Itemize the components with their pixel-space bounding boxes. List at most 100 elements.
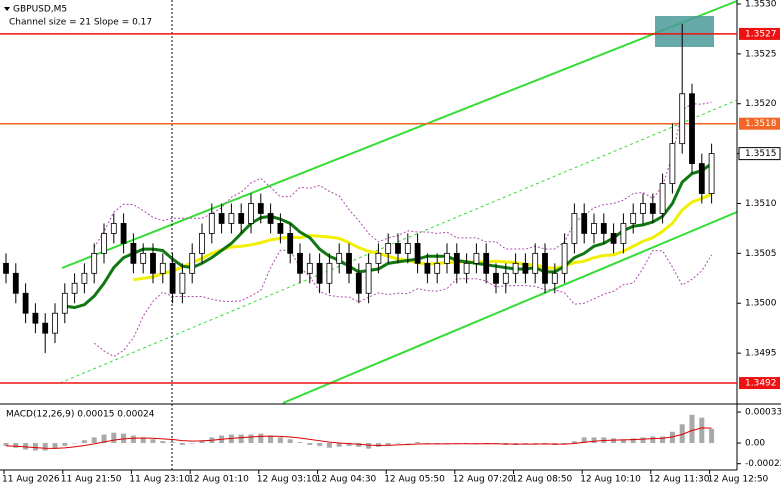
candle-body: [473, 252, 480, 264]
candle-body: [140, 252, 147, 264]
macd-bar: [326, 443, 332, 448]
macd-bar: [199, 440, 205, 444]
candle-body: [444, 252, 450, 264]
macd-bar: [640, 437, 646, 444]
y-tick-label: 0.00033: [745, 408, 781, 418]
candle-body: [110, 223, 117, 234]
candle-body: [434, 262, 441, 274]
candle-body: [316, 262, 323, 284]
macd-bar: [630, 438, 636, 444]
moving-average-slow: [133, 192, 713, 282]
y-tick-label: 1.3510: [745, 199, 777, 209]
macd-bar: [23, 443, 29, 450]
candle-body: [620, 223, 627, 244]
chart-title: GBPUSD,M5: [13, 5, 67, 15]
candle-body: [257, 203, 264, 214]
x-tick-label: 12 Aug 12:50: [708, 475, 769, 485]
macd-signal: [5, 427, 712, 449]
candle-body: [453, 252, 460, 274]
candle-body: [71, 282, 78, 294]
candle-body: [551, 272, 558, 284]
candle-body: [395, 242, 401, 254]
candle-body: [130, 242, 137, 264]
candle-body: [640, 203, 646, 214]
candle-body: [610, 233, 617, 244]
macd-bar: [405, 443, 411, 444]
candle-body: [52, 312, 58, 334]
macd-bar: [258, 433, 264, 444]
macd-bar: [542, 443, 548, 444]
macd-bar: [307, 443, 313, 445]
candle-body: [649, 203, 656, 214]
macd-bar: [591, 437, 597, 444]
candle-body: [81, 272, 88, 284]
candle-body: [532, 252, 539, 274]
candle-body: [493, 272, 499, 284]
macd-bar: [160, 441, 166, 444]
candle-body: [169, 262, 176, 294]
y-tick-label: 1.3530: [745, 0, 777, 9]
macd-bar: [689, 414, 695, 444]
candle-body: [32, 312, 39, 324]
x-tick-label: 12 Aug 04:30: [316, 475, 377, 485]
macd-bar: [424, 443, 430, 444]
macd-bar: [111, 432, 117, 444]
candle-body: [12, 272, 19, 294]
macd-bar: [522, 443, 528, 444]
candle-body: [365, 262, 372, 294]
price-label: 1.3527: [745, 29, 777, 39]
macd-bar: [709, 428, 715, 444]
macd-bar: [699, 417, 705, 444]
candle-body: [659, 183, 666, 214]
macd-bar: [170, 442, 176, 444]
y-tick-label: 1.3500: [745, 299, 777, 309]
x-tick-label: 12 Aug 03:10: [257, 475, 318, 485]
candle-body: [385, 242, 392, 254]
candle-body: [708, 153, 715, 194]
candle-body: [522, 262, 529, 274]
candle-body: [228, 213, 235, 224]
macd-bar: [130, 435, 136, 444]
x-tick-label: 11 Aug 2026: [2, 475, 60, 485]
x-tick-label: 12 Aug 08:50: [512, 475, 573, 485]
candle-body: [238, 213, 245, 224]
macd-bar: [581, 437, 587, 444]
macd-bar: [13, 443, 19, 448]
x-tick-label: 11 Aug 23:10: [129, 475, 190, 485]
candle-body: [561, 242, 568, 274]
macd-bar: [72, 443, 78, 444]
bollinger-lower: [93, 249, 713, 358]
candle-body: [591, 223, 597, 234]
candle-body: [581, 213, 588, 234]
macd-bar: [238, 434, 244, 444]
price-label: 1.3515: [745, 149, 777, 159]
macd-bar: [81, 440, 87, 444]
price-label: 1.3492: [745, 379, 777, 389]
macd-bar: [620, 439, 626, 444]
candle-body: [3, 262, 9, 274]
candle-body: [571, 213, 578, 244]
macd-bar: [140, 437, 146, 444]
candle-body: [679, 93, 686, 145]
price-label-box: [739, 27, 780, 40]
macd-title: MACD(12,26,9) 0.00015 0.00024: [6, 410, 155, 420]
macd-bar: [32, 443, 38, 451]
candle-body: [267, 213, 274, 224]
candle-body: [277, 223, 284, 234]
price-label-box: [739, 377, 780, 390]
candle-body: [218, 213, 225, 224]
macd-bar: [532, 443, 538, 444]
y-tick-label: 0.00: [745, 439, 765, 449]
candle-body: [404, 242, 411, 254]
macd-bar: [248, 434, 254, 444]
candle-body: [355, 272, 362, 294]
candle-body: [150, 252, 156, 274]
candle-body: [189, 252, 196, 274]
candle-body: [375, 252, 382, 264]
macd-bar: [52, 443, 58, 449]
macd-bar: [415, 442, 421, 444]
channel-lower: [282, 211, 738, 404]
macd-bar: [356, 443, 362, 447]
macd-bar: [277, 437, 283, 444]
candle-body: [179, 272, 186, 294]
